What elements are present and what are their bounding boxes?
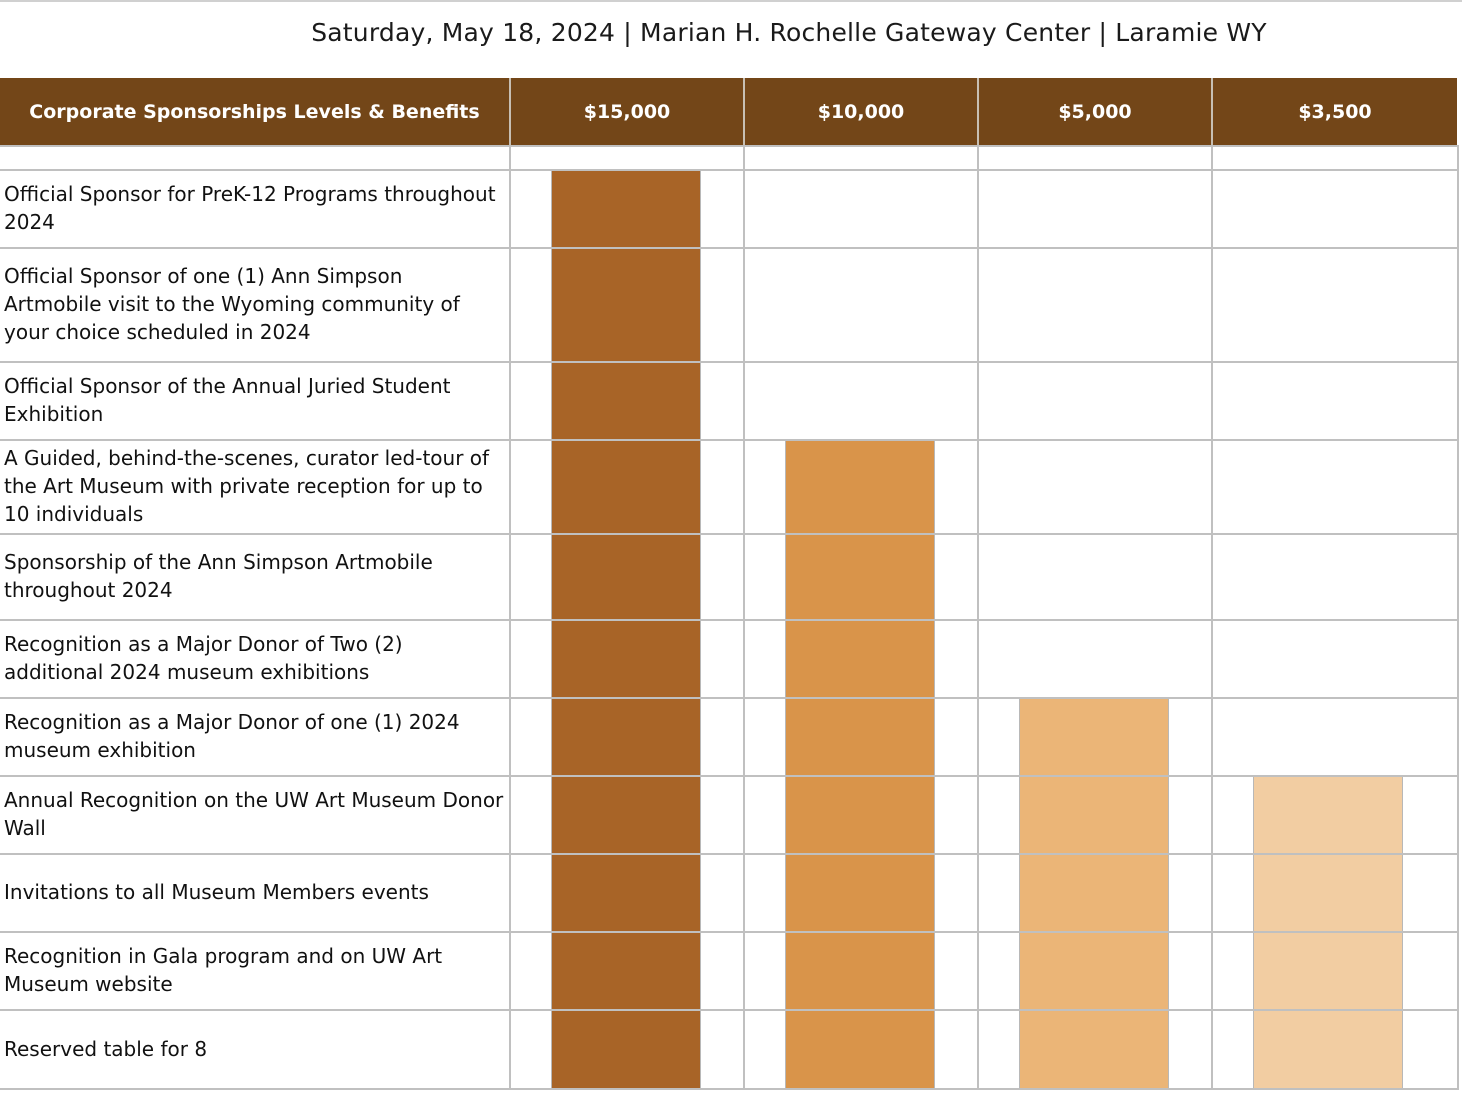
benefit-label: Official Sponsor of one (1) Ann Simpson … — [4, 264, 460, 344]
column-divider — [509, 145, 511, 1090]
row-divider — [0, 697, 1457, 699]
row-divider — [0, 775, 1457, 777]
event-info-line: Saturday, May 18, 2024 | Marian H. Roche… — [311, 18, 1267, 47]
header-separator — [509, 78, 511, 145]
header-benefits-label: Corporate Sponsorships Levels & Benefits — [0, 78, 509, 145]
column-divider — [1211, 145, 1213, 1090]
row-divider — [0, 853, 1457, 855]
row-divider — [0, 439, 1457, 441]
row-divider — [0, 361, 1457, 363]
row-divider — [0, 247, 1457, 249]
row-divider — [0, 533, 1457, 535]
header-separator — [977, 78, 979, 145]
benefit-label: Reserved table for 8 — [4, 1036, 208, 1061]
level-2-bar — [785, 439, 935, 1088]
row-divider — [0, 1009, 1457, 1011]
benefit-label: Recognition in Gala program and on UW Ar… — [4, 944, 443, 996]
row-divider — [0, 145, 1457, 147]
benefit-label: Official Sponsor for PreK-12 Programs th… — [4, 182, 496, 234]
benefit-label: Annual Recognition on the UW Art Museum … — [4, 788, 504, 840]
header-level-1: $15,000 — [511, 78, 743, 145]
row-divider — [0, 169, 1457, 171]
row-divider — [0, 1088, 1457, 1090]
header-separator — [743, 78, 745, 145]
benefit-label: Official Sponsor of the Annual Juried St… — [4, 374, 451, 426]
column-divider — [1457, 145, 1459, 1090]
row-divider — [0, 931, 1457, 933]
header-level-4: $3,500 — [1213, 78, 1457, 145]
benefit-label: Recognition as a Major Donor of one (1) … — [4, 710, 460, 762]
benefit-label: Sponsorship of the Ann Simpson Artmobile… — [4, 550, 433, 602]
level-3-bar — [1019, 697, 1169, 1088]
benefit-label: Recognition as a Major Donor of Two (2) … — [4, 632, 403, 684]
column-divider — [977, 145, 979, 1090]
row-divider — [0, 619, 1457, 621]
header-level-3: $5,000 — [979, 78, 1211, 145]
top-rule — [0, 0, 1462, 2]
benefit-label: Invitations to all Museum Members events — [4, 880, 429, 904]
level-1-bar — [551, 169, 701, 1088]
header-level-2: $10,000 — [745, 78, 977, 145]
benefit-label: A Guided, behind-the-scenes, curator led… — [4, 446, 490, 526]
column-divider — [743, 145, 745, 1090]
header-separator — [1211, 78, 1213, 145]
